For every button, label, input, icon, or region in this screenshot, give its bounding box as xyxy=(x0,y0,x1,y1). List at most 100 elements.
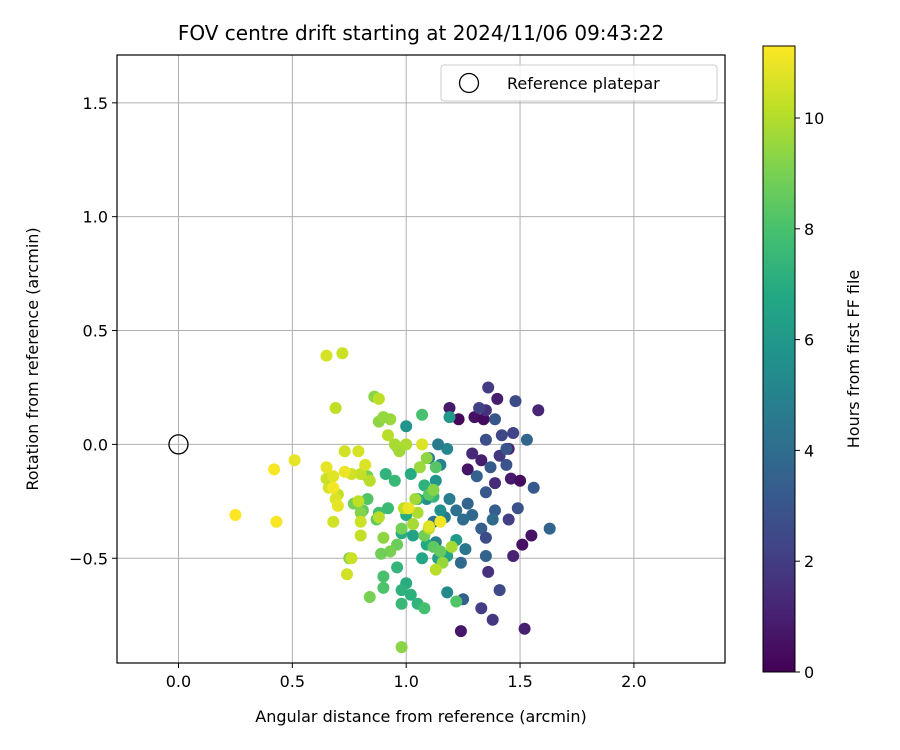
data-point xyxy=(268,463,280,475)
data-point xyxy=(391,561,403,573)
data-point xyxy=(377,532,389,544)
data-point xyxy=(507,550,519,562)
data-point xyxy=(434,516,446,528)
data-point xyxy=(330,402,342,414)
data-points xyxy=(229,347,555,653)
data-point xyxy=(471,470,483,482)
data-point xyxy=(373,511,385,523)
data-point xyxy=(352,445,364,457)
data-point xyxy=(503,514,515,526)
data-point xyxy=(500,443,512,455)
data-point xyxy=(480,532,492,544)
data-point xyxy=(346,552,358,564)
data-point xyxy=(480,550,492,562)
data-point xyxy=(375,548,387,560)
y-tick-label: 0.5 xyxy=(83,322,108,341)
data-point xyxy=(514,475,526,487)
data-point xyxy=(416,552,428,564)
data-point xyxy=(336,347,348,359)
data-point xyxy=(434,545,446,557)
colorbar-tick-label: 8 xyxy=(804,220,814,239)
x-tick-label: 1.0 xyxy=(393,672,418,691)
x-axis-label: Angular distance from reference (arcmin) xyxy=(255,707,586,726)
data-point xyxy=(364,591,376,603)
colorbar-tick-label: 6 xyxy=(804,331,814,350)
data-point xyxy=(496,429,508,441)
x-axis-ticks: 0.0 0.5 1.0 1.5 2.0 xyxy=(166,663,647,691)
legend-entry-label: Reference platepar xyxy=(507,74,660,93)
colorbar: 0 2 4 6 8 10 Hours from first FF file xyxy=(763,46,863,682)
y-axis-label: Rotation from reference (arcmin) xyxy=(23,227,42,490)
data-point xyxy=(407,530,419,542)
grid xyxy=(117,55,725,663)
data-point xyxy=(491,393,503,405)
data-point xyxy=(459,543,471,555)
data-point xyxy=(516,539,528,551)
data-point xyxy=(487,614,499,626)
x-tick-label: 0.5 xyxy=(280,672,305,691)
colorbar-label: Hours from first FF file xyxy=(844,270,863,449)
data-point xyxy=(444,411,456,423)
data-point xyxy=(482,382,494,394)
colorbar-gradient xyxy=(763,46,795,672)
data-point xyxy=(510,395,522,407)
data-point xyxy=(400,438,412,450)
data-point xyxy=(341,568,353,580)
data-point xyxy=(359,459,371,471)
data-point xyxy=(382,429,394,441)
data-point xyxy=(434,504,446,516)
data-point xyxy=(500,459,512,471)
data-point xyxy=(430,461,442,473)
data-point xyxy=(339,445,351,457)
data-point xyxy=(377,582,389,594)
y-tick-label: −0.5 xyxy=(69,549,108,568)
data-point xyxy=(270,516,282,528)
data-point xyxy=(455,625,467,637)
x-tick-label: 0.0 xyxy=(166,672,191,691)
chart-title: FOV centre drift starting at 2024/11/06 … xyxy=(178,21,664,45)
data-point xyxy=(528,482,540,494)
data-point xyxy=(352,495,364,507)
y-axis-ticks: −0.5 0.0 0.5 1.0 1.5 xyxy=(69,94,117,568)
data-point xyxy=(450,596,462,608)
data-point xyxy=(485,461,497,473)
data-point xyxy=(473,402,485,414)
colorbar-tick-label: 2 xyxy=(804,552,814,571)
data-point xyxy=(489,477,501,489)
data-point xyxy=(416,409,428,421)
data-point xyxy=(480,486,492,498)
data-point xyxy=(389,475,401,487)
data-point xyxy=(482,566,494,578)
colorbar-ticks: 0 2 4 6 8 10 xyxy=(795,109,824,682)
data-point xyxy=(407,518,419,530)
data-point xyxy=(321,461,333,473)
data-point xyxy=(377,411,389,423)
data-point xyxy=(480,434,492,446)
data-point xyxy=(332,500,344,512)
data-point xyxy=(525,530,537,542)
y-tick-label: 1.5 xyxy=(83,94,108,113)
data-point xyxy=(519,623,531,635)
data-point xyxy=(544,523,556,535)
data-point xyxy=(466,448,478,460)
data-point xyxy=(403,502,415,514)
data-point xyxy=(507,427,519,439)
data-point xyxy=(327,482,339,494)
data-point xyxy=(432,438,444,450)
data-point xyxy=(475,602,487,614)
data-point xyxy=(450,504,462,516)
data-point xyxy=(428,484,440,496)
data-point xyxy=(494,584,506,596)
data-point xyxy=(327,516,339,528)
data-point xyxy=(400,420,412,432)
data-point xyxy=(441,586,453,598)
colorbar-tick-label: 4 xyxy=(804,441,814,460)
data-point xyxy=(462,498,474,510)
data-point xyxy=(355,530,367,542)
data-point xyxy=(396,523,408,535)
data-point xyxy=(289,454,301,466)
data-point xyxy=(430,564,442,576)
data-point xyxy=(373,393,385,405)
legend: Reference platepar xyxy=(441,65,717,101)
data-point xyxy=(489,413,501,425)
